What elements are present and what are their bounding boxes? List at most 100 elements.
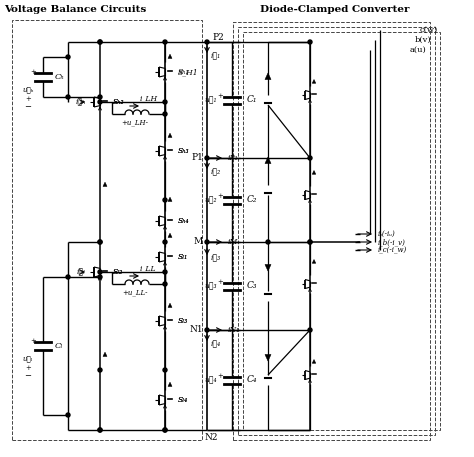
Polygon shape — [265, 355, 271, 361]
Text: u꜀₁: u꜀₁ — [204, 96, 217, 104]
Circle shape — [98, 428, 102, 432]
Text: N1: N1 — [190, 325, 203, 335]
Circle shape — [98, 240, 102, 244]
Text: Diode-Clamped Converter: Diode-Clamped Converter — [260, 5, 410, 14]
Text: Sₗ₁: Sₗ₁ — [178, 253, 188, 261]
Circle shape — [98, 368, 102, 372]
Text: Sₕ₃: Sₕ₃ — [178, 147, 190, 155]
Circle shape — [98, 428, 102, 432]
Text: b(v): b(v) — [415, 36, 432, 44]
Text: i𝑀: i𝑀 — [228, 238, 238, 246]
Text: C₂: C₂ — [247, 196, 257, 204]
Text: S_H1: S_H1 — [178, 68, 199, 76]
Text: u꜀ₗ: u꜀ₗ — [23, 354, 33, 362]
Text: u꜀₃: u꜀₃ — [204, 282, 217, 290]
Circle shape — [98, 275, 102, 279]
Text: i𝑃₁: i𝑃₁ — [228, 154, 238, 162]
Text: +: + — [30, 68, 36, 76]
Text: Sₕ₂: Sₕ₂ — [113, 98, 125, 106]
Text: −: − — [25, 103, 31, 111]
Text: i_b(-i_v): i_b(-i_v) — [378, 238, 406, 246]
Polygon shape — [265, 157, 271, 164]
Circle shape — [308, 40, 312, 44]
Text: a(u): a(u) — [410, 46, 427, 54]
Text: u꜀ₕ: u꜀ₕ — [22, 85, 34, 93]
Text: i꜀₂: i꜀₂ — [211, 168, 221, 176]
Circle shape — [98, 40, 102, 44]
Bar — [238, 27, 435, 435]
Text: i꜀₃: i꜀₃ — [211, 254, 221, 262]
Text: C₃: C₃ — [247, 282, 257, 291]
Text: Sₗ₁: Sₗ₁ — [178, 253, 188, 261]
Circle shape — [98, 100, 102, 104]
Polygon shape — [168, 233, 172, 237]
Text: Sₕ₃: Sₕ₃ — [178, 147, 190, 155]
Text: i𝑁₁: i𝑁₁ — [228, 326, 240, 334]
Text: Sₕ₁: Sₕ₁ — [178, 68, 190, 76]
Circle shape — [66, 413, 70, 417]
Text: i꜀₄: i꜀₄ — [211, 340, 221, 348]
Text: C₄: C₄ — [247, 376, 257, 384]
Text: Cₗ: Cₗ — [55, 342, 64, 350]
Text: +: + — [217, 372, 223, 379]
Circle shape — [163, 282, 167, 286]
Text: +: + — [25, 95, 31, 103]
Polygon shape — [168, 382, 172, 387]
Circle shape — [163, 270, 167, 274]
Circle shape — [98, 40, 102, 44]
Text: +: + — [217, 277, 223, 286]
Text: +: + — [217, 91, 223, 100]
Text: i꜀₁: i꜀₁ — [211, 52, 221, 60]
Text: +: + — [30, 337, 36, 345]
Text: P1: P1 — [191, 154, 203, 163]
Text: Sₕ₂: Sₕ₂ — [113, 98, 125, 106]
Circle shape — [205, 156, 209, 160]
Bar — [243, 32, 440, 430]
Circle shape — [308, 240, 312, 244]
Polygon shape — [312, 260, 316, 263]
Circle shape — [308, 156, 312, 160]
Circle shape — [163, 428, 167, 432]
Text: −: − — [25, 372, 31, 380]
Circle shape — [98, 240, 102, 244]
Polygon shape — [168, 303, 172, 308]
Text: Sₗ₃: Sₗ₃ — [178, 317, 188, 325]
Polygon shape — [312, 170, 316, 174]
Circle shape — [205, 328, 209, 332]
Circle shape — [163, 40, 167, 44]
Text: c(w): c(w) — [420, 26, 438, 34]
Text: Cₕ: Cₕ — [55, 73, 65, 81]
Text: Sₗ₃: Sₗ₃ — [178, 317, 188, 325]
Text: Sₗ₂: Sₗ₂ — [113, 268, 123, 276]
Text: iₐ(-iᵤ): iₐ(-iᵤ) — [378, 230, 396, 238]
Circle shape — [163, 100, 167, 104]
Text: C₁: C₁ — [247, 96, 257, 105]
Circle shape — [163, 240, 167, 244]
Text: M: M — [194, 238, 203, 246]
Polygon shape — [265, 73, 271, 80]
Text: N2: N2 — [204, 432, 218, 441]
Circle shape — [98, 270, 102, 274]
Text: u꜀₂: u꜀₂ — [204, 196, 217, 204]
Polygon shape — [168, 133, 172, 138]
Polygon shape — [312, 80, 316, 83]
Text: +: + — [217, 191, 223, 200]
Circle shape — [163, 112, 167, 116]
Circle shape — [98, 95, 102, 99]
Circle shape — [66, 275, 70, 279]
Circle shape — [163, 368, 167, 372]
Circle shape — [163, 428, 167, 432]
Text: i꜀ₕ: i꜀ₕ — [76, 98, 86, 106]
Circle shape — [308, 240, 312, 244]
Polygon shape — [168, 54, 172, 58]
Polygon shape — [103, 352, 107, 356]
Circle shape — [266, 240, 270, 244]
Text: i_c(-i_w): i_c(-i_w) — [378, 246, 407, 254]
Bar — [12, 20, 202, 440]
Circle shape — [308, 328, 312, 332]
Circle shape — [205, 40, 209, 44]
Circle shape — [66, 55, 70, 59]
Circle shape — [205, 240, 209, 244]
Text: i꜀ₗ: i꜀ₗ — [77, 268, 86, 276]
Polygon shape — [103, 182, 107, 186]
